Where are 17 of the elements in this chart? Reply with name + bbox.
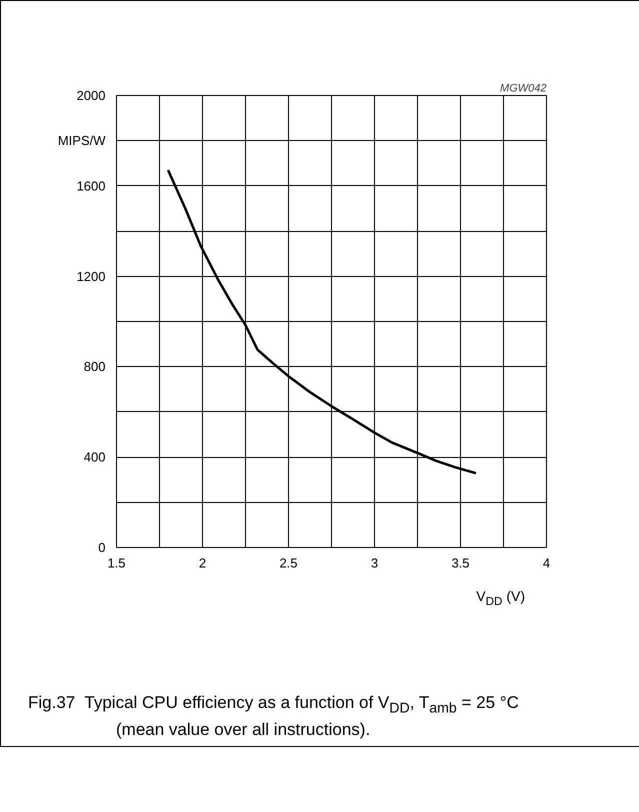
x-tick-label: 3.5 <box>451 556 470 570</box>
y-tick-label: 1600 <box>76 178 106 194</box>
x-tick-label: 3 <box>370 556 378 570</box>
x-axis-title: V$_{DD}$ (V) <box>476 587 525 610</box>
y-tick-label: 2000 <box>76 88 106 103</box>
x-tick-label: 2 <box>198 556 206 570</box>
y-axis-title: MIPS/W <box>58 133 106 148</box>
y-tick-label: 0 <box>98 540 106 555</box>
text: MGW042 <box>500 82 547 94</box>
x-tick-label: 2.5 <box>279 556 298 570</box>
y-tick-label: 1200 <box>76 268 106 284</box>
y-tick-label: 800 <box>84 359 106 374</box>
text: Fig.37 Typical CPU efficiency as a function of V$_{DD}$, T$_{amb}$ = 25 °C (mean value over all instructions). <box>28 693 519 739</box>
x-tick-label: 4 <box>542 556 550 570</box>
x-tick-label: 1.5 <box>107 556 126 570</box>
line-series <box>166 168 478 474</box>
y-tick-label: 400 <box>84 450 106 465</box>
